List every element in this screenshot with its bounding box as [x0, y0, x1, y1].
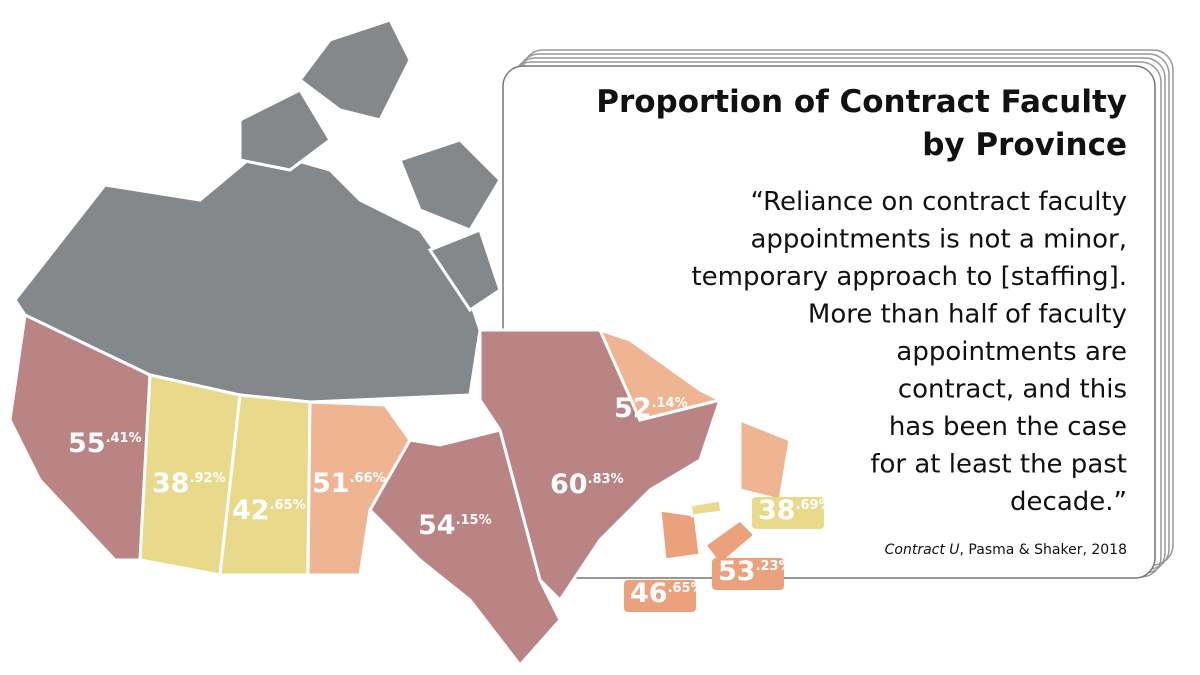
label-whole: 52 — [614, 393, 652, 424]
label-whole: 42 — [232, 495, 270, 526]
province-label: 60.83% — [550, 469, 624, 500]
title: Proportion of Contract Faculty — [596, 84, 1127, 120]
province-label: 55.41% — [68, 428, 142, 459]
province-label: 38.92% — [152, 468, 226, 499]
label-fraction: .69% — [796, 498, 832, 513]
label-fraction: .65% — [668, 581, 704, 596]
province-label: 54.15% — [418, 510, 492, 541]
quote-line: appointments is not a minor, — [750, 225, 1127, 255]
citation-work: Contract U — [885, 542, 960, 558]
quote-line: contract, and this — [898, 375, 1127, 405]
label-whole: 46 — [630, 578, 668, 609]
label-box — [752, 497, 824, 529]
label-whole: 54 — [418, 510, 456, 541]
label-fraction: .66% — [350, 471, 386, 486]
quote-line: temporary approach to [staffing]. — [691, 262, 1127, 292]
label-fraction: .92% — [190, 471, 226, 486]
province — [688, 498, 724, 518]
citation: Contract U, Pasma & Shaker, 2018 — [885, 542, 1127, 558]
label-whole: 51 — [312, 468, 350, 499]
province-label: 38.69% — [758, 495, 832, 526]
province-label: 42.65% — [232, 495, 306, 526]
label-whole: 60 — [550, 469, 588, 500]
territories — [13, 18, 502, 404]
province-label: 52.14% — [614, 393, 688, 424]
label-whole: 38 — [152, 468, 190, 499]
quote-line: decade.” — [1010, 487, 1127, 517]
province-labels: 55.41%38.92%42.65%51.66%54.15%60.83%52.1… — [68, 393, 832, 612]
quote-line: More than half of faculty — [808, 300, 1127, 330]
quote-line: appointments are — [896, 337, 1127, 367]
province — [368, 428, 562, 668]
label-fraction: .65% — [270, 498, 306, 513]
province-label: 53.23% — [718, 556, 792, 587]
label-fraction: .15% — [456, 513, 492, 528]
provinces — [8, 312, 792, 668]
quote-line: “Reliance on contract faculty — [750, 187, 1127, 217]
label-fraction: .14% — [652, 396, 688, 411]
card-text: Proportion of Contract Faculty by Provinc… — [596, 84, 1127, 558]
label-whole: 55 — [68, 428, 106, 459]
citation-rest: , Pasma & Shaker, 2018 — [960, 542, 1127, 558]
label-whole: 38 — [758, 495, 796, 526]
province — [597, 327, 725, 422]
quote-line: for at least the past — [870, 450, 1127, 480]
quote-line: has been the case — [889, 412, 1127, 442]
province — [658, 508, 702, 562]
province-label: 51.66% — [312, 468, 386, 499]
label-box — [712, 558, 784, 590]
label-whole: 53 — [718, 556, 756, 587]
province-label: 46.65% — [630, 578, 704, 609]
label-fraction: .23% — [756, 559, 792, 574]
label-fraction: .83% — [588, 472, 624, 487]
label-box — [624, 580, 696, 612]
title: by Province — [922, 127, 1127, 163]
label-fraction: .41% — [106, 431, 142, 446]
